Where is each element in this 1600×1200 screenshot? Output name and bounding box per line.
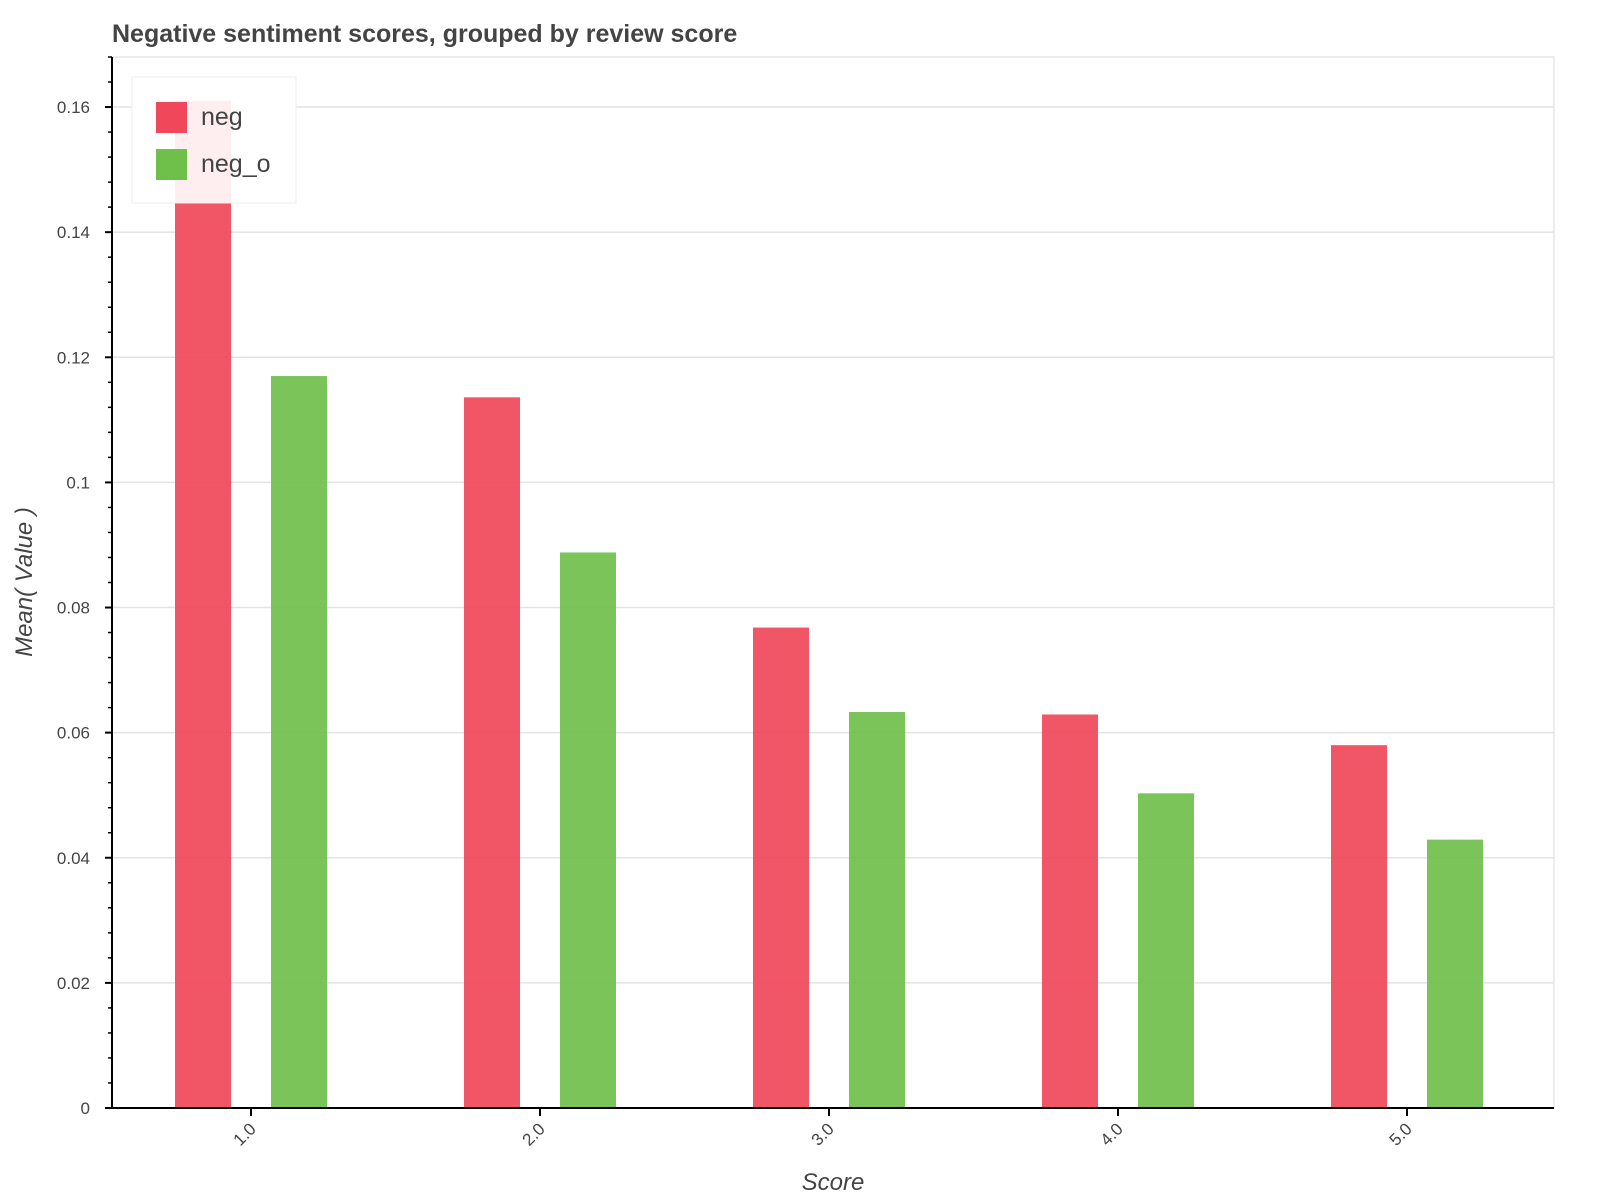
- y-tick-label: 0.14: [57, 223, 90, 242]
- y-tick-label: 0.06: [57, 724, 90, 743]
- bar-neg-o-3.0: [849, 711, 905, 1108]
- y-tick-label: 0.04: [57, 849, 90, 868]
- y-axis-label: Mean( Value ): [11, 507, 38, 657]
- bar-neg-o-2.0: [560, 552, 616, 1108]
- x-tick-label: 5.0: [1386, 1119, 1416, 1149]
- x-axis-label: Score: [802, 1169, 865, 1196]
- y-tick-label: 0.08: [57, 599, 90, 618]
- x-tick-label: 2.0: [519, 1119, 549, 1149]
- chart-title: Negative sentiment scores, grouped by re…: [112, 20, 737, 48]
- bar-neg-o-5.0: [1427, 839, 1483, 1108]
- gridlines: [112, 106, 1554, 984]
- y-tick-label: 0: [81, 1099, 90, 1118]
- y-tick-label: 0.1: [66, 473, 90, 492]
- bar-neg-2.0: [464, 397, 520, 1108]
- x-tick-label: 4.0: [1097, 1119, 1127, 1149]
- bar-neg-4.0: [1042, 714, 1098, 1108]
- bar-neg-5.0: [1331, 745, 1387, 1108]
- y-ticks: 0 0.02 0.04 0.06 0.08 0.1 0.12 0.14 0.16: [57, 56, 112, 1118]
- x-tick-label: 1.0: [230, 1119, 260, 1149]
- bar-neg-o-1.0: [271, 376, 327, 1108]
- legend-box: [131, 76, 297, 204]
- bar-neg-1.0: [175, 100, 231, 1108]
- legend: neg neg_o: [131, 76, 297, 204]
- y-tick-label: 0.12: [57, 348, 90, 367]
- x-tick-label: 3.0: [808, 1119, 838, 1149]
- legend-swatch-neg-o: [156, 149, 187, 180]
- legend-label-neg: neg: [201, 103, 243, 131]
- bar-neg-o-4.0: [1138, 793, 1194, 1108]
- y-tick-label: 0.02: [57, 974, 90, 993]
- x-ticks: 1.0 2.0 3.0 4.0 5.0: [230, 1108, 1416, 1150]
- bar-neg-3.0: [753, 627, 809, 1108]
- y-tick-label: 0.16: [57, 98, 90, 117]
- legend-label-neg-o: neg_o: [201, 150, 271, 178]
- bars: [175, 100, 1483, 1108]
- legend-swatch-neg: [156, 102, 187, 133]
